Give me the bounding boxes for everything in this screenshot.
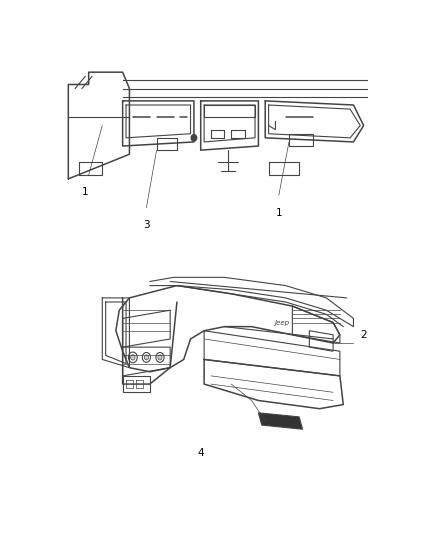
Circle shape <box>131 355 135 360</box>
Polygon shape <box>309 330 333 351</box>
Text: 4: 4 <box>198 448 204 458</box>
Circle shape <box>158 355 162 360</box>
Text: 1: 1 <box>82 187 88 197</box>
Text: Jeep: Jeep <box>275 319 290 326</box>
Text: 2: 2 <box>360 330 367 340</box>
Polygon shape <box>258 413 303 429</box>
Circle shape <box>156 352 164 362</box>
Circle shape <box>142 352 151 362</box>
Circle shape <box>191 134 197 141</box>
Circle shape <box>145 355 148 360</box>
Text: 1: 1 <box>276 207 282 217</box>
Text: 3: 3 <box>143 220 150 230</box>
Circle shape <box>128 352 137 363</box>
